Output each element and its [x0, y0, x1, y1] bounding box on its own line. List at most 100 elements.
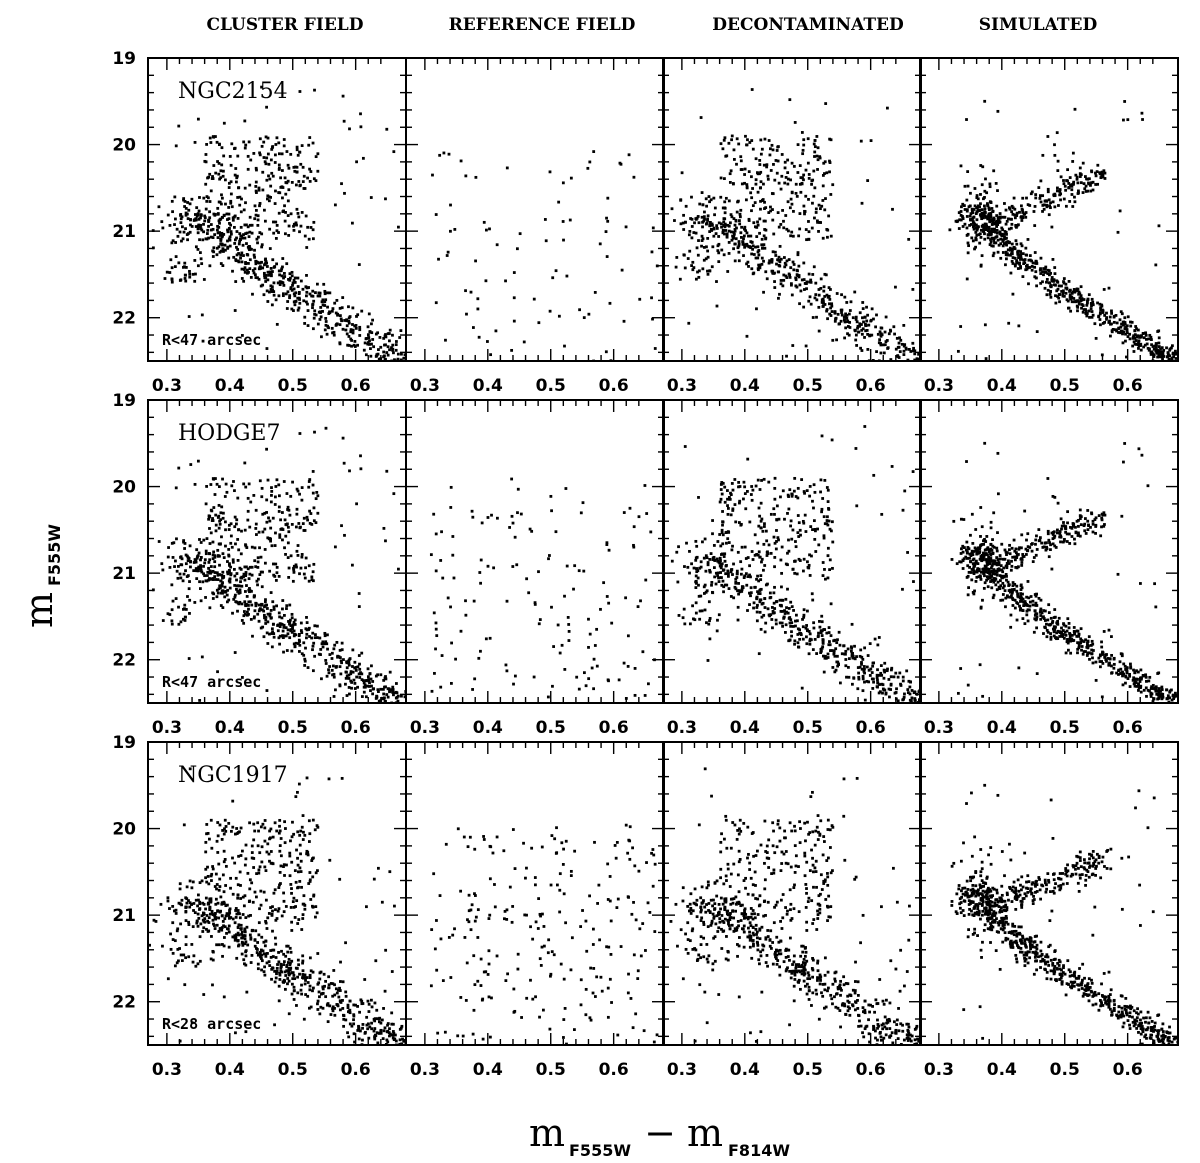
data-point: [744, 229, 748, 233]
data-point: [860, 662, 863, 666]
data-point: [268, 569, 272, 573]
data-point: [306, 225, 310, 229]
data-point: [297, 642, 300, 645]
data-point: [973, 204, 977, 208]
data-point: [1015, 211, 1019, 215]
data-point: [868, 674, 872, 677]
data-point: [270, 285, 274, 289]
data-point: [220, 196, 224, 200]
data-point: [210, 519, 214, 522]
data-point: [196, 554, 200, 558]
data-point: [872, 473, 876, 477]
data-point: [851, 654, 855, 658]
data-point: [211, 540, 215, 544]
data-point: [446, 596, 450, 600]
data-point: [799, 176, 803, 180]
data-point: [1005, 232, 1008, 236]
data-point: [804, 228, 808, 231]
data-point: [1042, 207, 1046, 211]
data-point: [199, 214, 203, 217]
data-point: [763, 137, 767, 141]
data-point: [1002, 233, 1006, 236]
data-point: [236, 590, 240, 593]
data-point: [298, 230, 301, 234]
data-point: [343, 191, 346, 195]
data-point: [510, 348, 514, 352]
data-point: [203, 214, 207, 218]
data-point: [815, 154, 819, 158]
data-point: [794, 540, 797, 543]
data-point: [598, 242, 602, 246]
data-point: [248, 246, 252, 250]
data-point: [186, 201, 190, 204]
data-point: [759, 199, 762, 203]
data-point: [231, 218, 235, 222]
data-point: [761, 246, 764, 250]
data-point: [819, 286, 823, 290]
data-point: [567, 630, 571, 633]
data-point: [198, 238, 201, 242]
data-point: [256, 241, 259, 245]
data-point: [785, 610, 788, 614]
data-point: [207, 517, 211, 521]
data-point: [192, 561, 196, 564]
data-point: [735, 576, 739, 579]
data-point: [1077, 290, 1081, 294]
data-point: [240, 529, 243, 533]
data-point: [1091, 300, 1095, 304]
data-point: [236, 496, 240, 500]
data-point: [548, 170, 552, 174]
data-point: [216, 591, 220, 595]
col-title-reference-field: REFERENCE FIELD: [449, 15, 636, 35]
data-point: [1018, 210, 1021, 214]
data-point: [263, 274, 266, 278]
data-point: [1055, 279, 1059, 283]
data-point: [786, 171, 790, 175]
data-point: [244, 543, 247, 547]
data-point: [303, 322, 307, 325]
data-point: [283, 614, 286, 617]
data-point: [898, 671, 902, 675]
data-point: [265, 689, 269, 692]
data-point: [253, 204, 257, 208]
data-point: [955, 220, 959, 224]
data-point: [297, 296, 301, 300]
data-point: [330, 668, 334, 672]
data-point: [789, 234, 793, 238]
data-point: [306, 176, 309, 180]
data-point: [866, 332, 870, 336]
data-point: [272, 573, 276, 577]
data-point: [258, 607, 262, 611]
data-point: [773, 556, 777, 559]
data-point: [283, 275, 287, 278]
data-point: [290, 649, 294, 653]
data-point: [866, 313, 870, 317]
data-point: [226, 230, 230, 234]
data-point: [357, 672, 361, 676]
data-point: [257, 186, 261, 190]
data-point: [218, 231, 221, 234]
data-point: [233, 574, 237, 578]
data-point: [754, 182, 758, 186]
data-point: [1096, 163, 1100, 167]
data-point: [199, 599, 203, 603]
data-point: [195, 206, 199, 210]
data-point: [883, 669, 886, 672]
data-point: [780, 153, 784, 156]
data-point: [269, 288, 273, 291]
data-point: [183, 277, 187, 280]
data-point: [911, 470, 915, 473]
data-point: [901, 508, 905, 512]
data-point: [1157, 354, 1161, 357]
data-point: [210, 177, 214, 180]
data-point: [227, 523, 231, 527]
data-point: [965, 209, 969, 213]
data-point: [1085, 303, 1089, 307]
data-point: [302, 516, 306, 520]
data-point: [262, 613, 266, 617]
data-point: [1061, 293, 1065, 296]
data-point: [340, 182, 343, 186]
panel-hodge7-reference-field: 0.3 0.4 0.5 0.6: [405, 399, 665, 738]
data-point: [347, 686, 351, 689]
data-point: [197, 217, 201, 221]
